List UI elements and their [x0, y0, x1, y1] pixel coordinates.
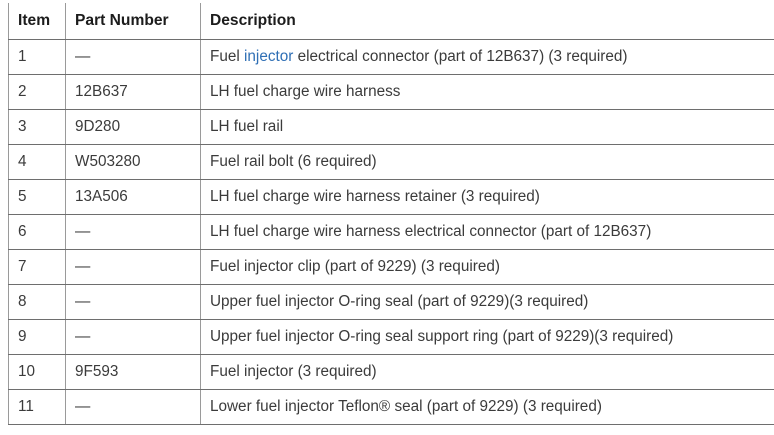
cell-item: 8	[8, 284, 66, 320]
cell-item: 10	[8, 354, 66, 390]
cell-part-number: —	[65, 389, 201, 425]
cell-item: 6	[8, 214, 66, 250]
cell-part-number: —	[65, 214, 201, 250]
cell-part-number: W503280	[65, 144, 201, 180]
cell-part-number: 9D280	[65, 109, 201, 145]
cell-part-number: 12B637	[65, 74, 201, 110]
description-text-suffix: electrical connector (part of 12B637) (3…	[293, 48, 628, 65]
cell-item: 5	[8, 179, 66, 215]
description-text-prefix: Fuel	[210, 48, 245, 65]
cell-description: Fuel rail bolt (6 required)	[200, 144, 774, 180]
cell-description: LH fuel rail	[200, 109, 774, 145]
cell-part-number: 9F593	[65, 354, 201, 390]
column-header-item: Item	[8, 3, 66, 40]
table-row: 11— Lower fuel injector Teflon® seal (par…	[8, 389, 774, 425]
table-row: 3 9D280 LH fuel rail	[8, 109, 774, 145]
table-row: 4 W503280 Fuel rail bolt (6 required)	[8, 144, 774, 180]
cell-part-number: —	[65, 39, 201, 75]
cell-item: 4	[8, 144, 66, 180]
table-row: 9— Upper fuel injector O-ring seal suppor…	[8, 319, 774, 355]
cell-part-number: —	[65, 284, 201, 320]
table-header: Item Part Number Description	[8, 3, 774, 40]
table-row: 5 13A506 LH fuel charge wire harness retai…	[8, 179, 774, 215]
column-header-part-number: Part Number	[65, 3, 201, 40]
table-row: 10 9F593 Fuel injector (3 required)	[8, 354, 774, 390]
table-row: 2 12B637 LH fuel charge wire harness	[8, 74, 774, 110]
cell-description: Fuel injector clip (part of 9229) (3 req…	[200, 249, 774, 285]
column-header-description: Description	[200, 3, 774, 40]
cell-description: Fuel injector (3 required)	[200, 354, 774, 390]
cell-description: LH fuel charge wire harness electrical c…	[200, 214, 774, 250]
cell-description: Fuel injector electrical connector (part…	[200, 39, 774, 75]
cell-description: LH fuel charge wire harness retainer (3 …	[200, 179, 774, 215]
cell-part-number: 13A506	[65, 179, 201, 215]
table-header-row: Item Part Number Description	[8, 3, 774, 40]
table-row: 7— Fuel injector clip (part of 9229) (3 r…	[8, 249, 774, 285]
cell-item: 1	[8, 39, 66, 75]
cell-description: Upper fuel injector O-ring seal (part of…	[200, 284, 774, 320]
table-row: 6— LH fuel charge wire harness electrical…	[8, 214, 774, 250]
cell-item: 2	[8, 74, 66, 110]
table-body: 1— Fuel injector electrical connector (pa…	[8, 39, 774, 425]
cell-item: 3	[8, 109, 66, 145]
table-row: 8— Upper fuel injector O-ring seal (part …	[8, 284, 774, 320]
cell-description: Lower fuel injector Teflon® seal (part o…	[200, 389, 774, 425]
cell-description: Upper fuel injector O-ring seal support …	[200, 319, 774, 355]
cell-part-number: —	[65, 319, 201, 355]
parts-list-table: Item Part Number Description 1— Fuel inje…	[8, 3, 774, 425]
cell-item: 11	[8, 389, 66, 425]
injector-link[interactable]: injector	[244, 48, 294, 65]
cell-item: 7	[8, 249, 66, 285]
cell-part-number: —	[65, 249, 201, 285]
cell-description: LH fuel charge wire harness	[200, 74, 774, 110]
table-row: 1— Fuel injector electrical connector (pa…	[8, 39, 774, 75]
cell-item: 9	[8, 319, 66, 355]
